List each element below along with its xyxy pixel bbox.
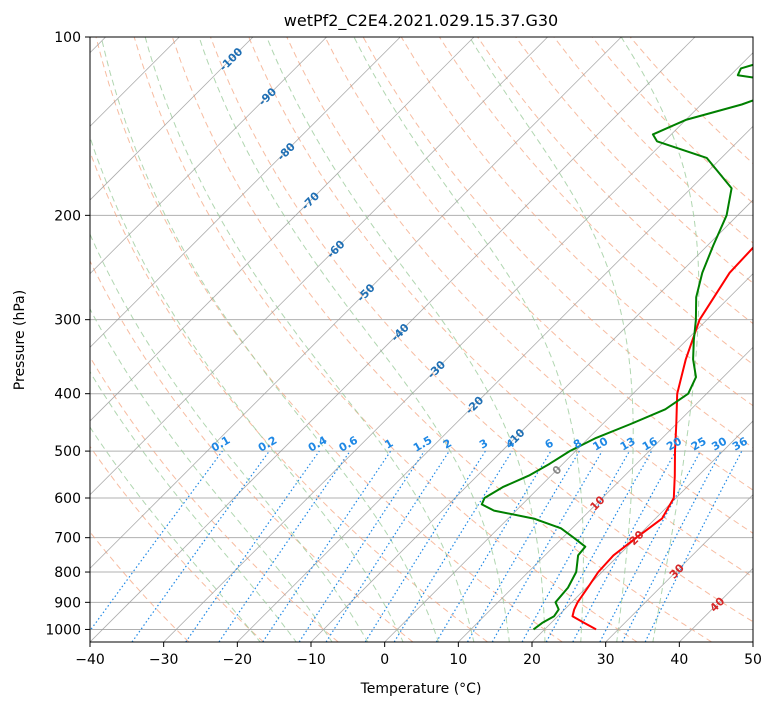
mixing-ratio-line [262, 450, 392, 642]
dry-adiabat-line [133, 37, 638, 642]
moist-adiabat-line [90, 232, 369, 642]
mixing-ratio-line [644, 450, 743, 642]
x-tick-label: −30 [149, 652, 179, 668]
skewed-isotherm-line [458, 346, 753, 642]
x-tick-label: −40 [75, 652, 105, 668]
skewed-isotherm-line [384, 273, 753, 642]
plot-area-background [90, 37, 753, 642]
y-tick-label: 500 [54, 444, 81, 460]
x-tick-label: 0 [380, 652, 389, 668]
x-tick-label: 20 [523, 652, 541, 668]
mixing-ratio-line [90, 450, 223, 632]
skewed-isotherm-line [237, 125, 753, 642]
mixing-ratio-line [545, 450, 653, 642]
moist-adiabat-line [90, 308, 333, 642]
y-tick-label: 800 [54, 565, 81, 581]
dry-adiabat-line [210, 37, 753, 623]
moist-adiabat-line [198, 37, 510, 642]
moist-adiabats [90, 37, 700, 642]
y-tick-label: 700 [54, 531, 81, 547]
skewed-isotherm-line [90, 37, 475, 422]
x-tick-label: −20 [223, 652, 253, 668]
skewed-isotherm-line [90, 37, 254, 201]
y-tick-label: 400 [54, 387, 81, 403]
dewpoint-profile-line [480, 63, 753, 631]
mixing-ratio-line [298, 450, 425, 642]
axis-ticks: −40 −30 −20 −10 0 10 20 30 40 50 1000 900 800 700 600 5… [45, 30, 762, 668]
y-tick-label: 1000 [45, 622, 81, 638]
skewed-isotherm-line [163, 52, 753, 642]
dry-adiabat-line [286, 37, 753, 534]
pressure-gridlines [90, 37, 753, 630]
moist-adiabat-line [90, 370, 297, 642]
mixing-ratio-line [131, 450, 270, 642]
mixing-ratio-line [521, 450, 631, 642]
dry-adiabat-line [95, 37, 563, 642]
skewed-isotherm-line [90, 37, 401, 348]
moist-adiabat-line [266, 37, 546, 642]
skewed-isotherm-line [90, 37, 696, 642]
moist-adiabat-line [144, 37, 475, 642]
x-tick-label: 30 [597, 652, 615, 668]
moist-adiabat-line [620, 37, 700, 642]
plot-frame [89, 36, 754, 643]
profile-series [480, 63, 753, 631]
x-axis-title: Temperature (°C) [360, 681, 482, 697]
y-tick-label: 300 [54, 313, 81, 329]
y-tick-label: 900 [54, 595, 81, 611]
mixing-ratio-line [572, 450, 677, 642]
dry-adiabat-line [90, 259, 414, 642]
skewed-isotherm-line [90, 37, 548, 496]
mixing-ratio-line [185, 450, 320, 642]
mixing-ratio-line [325, 450, 450, 642]
dry-adiabat-line [515, 37, 753, 284]
skewed-isotherm-line [605, 494, 753, 642]
y-axis-title: Pressure (hPa) [12, 290, 28, 390]
y-tick-label: 600 [54, 491, 81, 507]
dry-adiabat-line [171, 37, 712, 642]
dry-adiabat-line [90, 445, 264, 642]
dry-adiabats [90, 37, 753, 642]
x-tick-label: 40 [670, 652, 688, 668]
x-tick-label: −10 [296, 652, 326, 668]
mixing-ratio-lines [90, 450, 743, 642]
skewed-isotherm-line [310, 199, 753, 642]
moist-adiabat-line [469, 37, 634, 642]
mixing-ratio-line [218, 450, 351, 642]
y-tick-label: 200 [54, 208, 81, 224]
moist-adiabat-line [90, 426, 261, 642]
x-tick-label: 10 [449, 652, 467, 668]
dry-adiabat-line [248, 37, 753, 578]
dry-adiabat-line [90, 356, 339, 642]
moist-adiabat-line [100, 37, 440, 642]
x-tick-label: 50 [744, 652, 762, 668]
moist-adiabat-line [90, 135, 404, 642]
temperature-profile-line [571, 246, 753, 631]
y-tick-label: 100 [54, 30, 81, 46]
dry-adiabat-line [324, 37, 753, 491]
skewed-isotherm-line [90, 37, 327, 275]
chart-title: wetPf2_C2E4.2021.029.15.37.G30 [284, 11, 558, 31]
skewed-isotherm-line [90, 37, 622, 569]
mixing-ratio-line [393, 450, 513, 642]
